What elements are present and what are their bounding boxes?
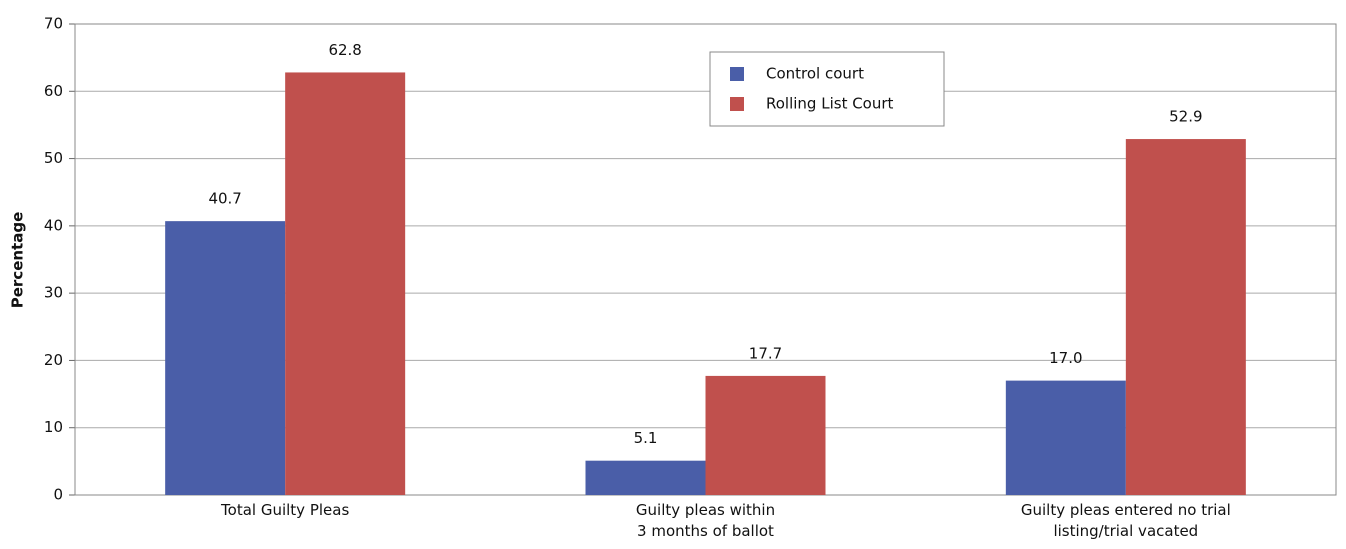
y-tick-label: 20 [44, 351, 63, 369]
data-label: 62.8 [328, 41, 361, 59]
data-label: 5.1 [634, 429, 658, 447]
bar [1125, 139, 1246, 495]
legend-swatch [730, 67, 744, 81]
x-tick-label: Total Guilty Pleas [221, 501, 350, 519]
legend-swatch [730, 97, 744, 111]
bar [585, 460, 706, 495]
legend-label: Control court [766, 65, 864, 83]
data-label: 17.0 [1049, 349, 1082, 367]
bar [1005, 380, 1126, 495]
bar [285, 72, 406, 496]
y-tick-label: 60 [44, 82, 63, 100]
x-tick-label: Guilty pleas entered no trial listing/tr… [1020, 501, 1231, 540]
data-label: 17.7 [749, 344, 782, 362]
y-tick-label: 40 [44, 216, 63, 234]
y-tick-label: 0 [53, 486, 63, 504]
y-tick-label: 50 [44, 149, 63, 167]
y-tick-label: 10 [44, 418, 63, 436]
x-tick-label: Guilty pleas within 3 months of ballot [635, 501, 776, 540]
bar [165, 221, 286, 495]
y-axis-title: Percentage [9, 212, 27, 309]
legend-label: Rolling List Court [766, 95, 894, 113]
data-label: 52.9 [1169, 108, 1202, 126]
legend-box [709, 51, 945, 127]
data-label: 40.7 [208, 190, 241, 208]
y-tick-label: 70 [44, 15, 63, 33]
bar [705, 375, 826, 495]
y-tick-label: 30 [44, 284, 63, 302]
